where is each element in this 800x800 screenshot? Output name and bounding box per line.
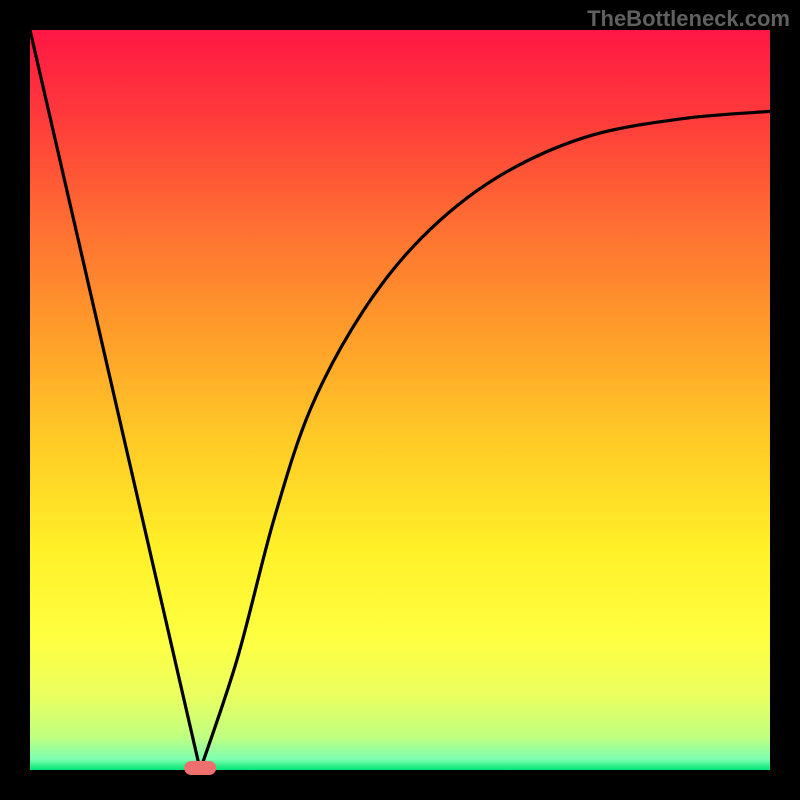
watermark-text: TheBottleneck.com xyxy=(587,6,790,32)
plot-area xyxy=(30,30,770,770)
bottleneck-chart-svg xyxy=(30,30,770,770)
minimum-marker xyxy=(184,761,216,775)
chart-container: TheBottleneck.com xyxy=(0,0,800,800)
gradient-background xyxy=(30,30,770,770)
